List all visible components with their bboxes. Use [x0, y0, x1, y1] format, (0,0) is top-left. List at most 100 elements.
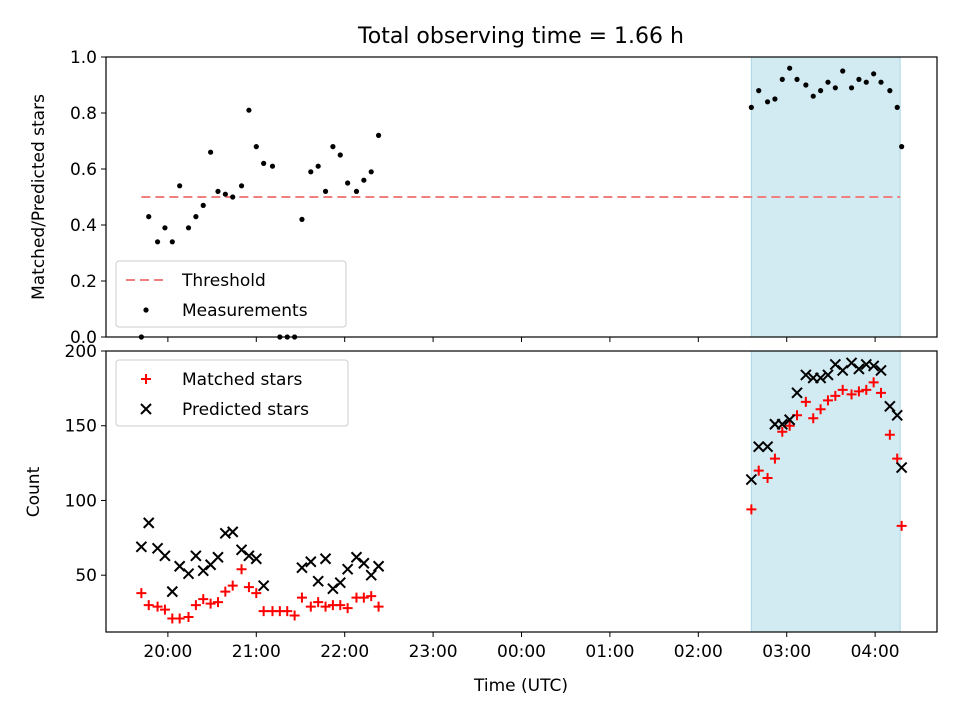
- data-point: [368, 169, 374, 175]
- data-point: [319, 553, 332, 565]
- x-tick-label: 22:00: [320, 642, 369, 662]
- x-tick-label: 03:00: [762, 642, 811, 662]
- data-point: [373, 601, 384, 612]
- data-point: [772, 96, 778, 102]
- data-point: [895, 461, 908, 474]
- data-point: [296, 592, 307, 603]
- data-point: [853, 363, 865, 375]
- data-point: [313, 597, 324, 608]
- series-matched-stars: [136, 377, 907, 624]
- data-point: [794, 76, 800, 82]
- data-point: [296, 562, 308, 574]
- highlight-span: [750, 350, 901, 633]
- data-point: [289, 610, 300, 621]
- data-point: [825, 79, 831, 85]
- data-point: [784, 420, 795, 431]
- data-point: [154, 239, 161, 245]
- data-point: [815, 404, 826, 415]
- data-point: [776, 418, 789, 430]
- data-point: [322, 188, 329, 194]
- data-point: [846, 389, 857, 400]
- data-point: [867, 360, 880, 372]
- data-point: [320, 601, 331, 612]
- data-point: [745, 473, 758, 486]
- data-point: [169, 239, 175, 245]
- data-point: [312, 575, 324, 587]
- y-tick-label: 150: [65, 417, 97, 437]
- data-point: [753, 465, 764, 476]
- data-point: [200, 202, 206, 208]
- x-tick-label: 00:00: [497, 642, 546, 662]
- data-point: [185, 225, 192, 231]
- panel-count: 50 100 150 200 20:00 21:00 22:00 23:00 00:00 01:0…: [65, 342, 938, 662]
- data-point: [358, 557, 370, 569]
- data-point: [832, 85, 838, 91]
- data-point: [361, 177, 367, 183]
- data-point: [330, 144, 336, 150]
- data-point: [243, 550, 255, 562]
- data-point: [808, 413, 819, 424]
- data-point: [762, 473, 773, 484]
- data-point: [899, 144, 905, 150]
- data-point: [198, 594, 209, 605]
- legend: Matched stars Predicted stars: [115, 359, 349, 427]
- data-point: [787, 65, 793, 71]
- legend-label: Predicted stars: [182, 400, 309, 420]
- data-point: [756, 88, 762, 94]
- data-point: [878, 79, 884, 85]
- data-point: [193, 214, 199, 220]
- legend-swatch: [140, 403, 152, 415]
- y-tick-label: 0.8: [70, 104, 97, 124]
- data-point: [261, 160, 267, 166]
- panel-ratio: 0.0 0.2 0.4 0.6 0.8 1.0 Threshold Measurements: [70, 48, 938, 348]
- data-point: [777, 426, 788, 437]
- legend-label: Matched stars: [182, 370, 302, 390]
- data-point: [884, 400, 896, 413]
- data-point: [848, 85, 855, 91]
- data-point: [236, 564, 247, 575]
- data-point: [366, 591, 377, 602]
- data-point: [337, 152, 343, 158]
- data-point: [800, 396, 811, 407]
- data-point: [220, 586, 231, 597]
- data-point: [215, 188, 221, 194]
- data-point: [868, 377, 879, 388]
- data-point: [152, 601, 163, 612]
- y-tick-label: 0.4: [70, 216, 97, 236]
- data-point: [253, 144, 259, 150]
- data-point: [335, 600, 346, 611]
- data-point: [182, 567, 195, 580]
- data-point: [810, 93, 816, 99]
- y-tick-label: 200: [65, 342, 97, 362]
- data-point: [135, 541, 148, 553]
- data-point: [769, 453, 780, 464]
- x-tick-label: 23:00: [409, 642, 458, 662]
- data-point: [143, 600, 154, 611]
- data-point: [894, 104, 900, 110]
- legend-box: [115, 260, 347, 328]
- data-point: [205, 598, 216, 609]
- data-point: [822, 369, 834, 381]
- data-point: [212, 597, 223, 608]
- y-tick-label: 0.2: [70, 272, 97, 292]
- data-point: [814, 372, 827, 384]
- data-point: [136, 588, 147, 599]
- data-point: [258, 606, 269, 617]
- data-point: [250, 553, 262, 565]
- data-point: [896, 520, 907, 531]
- data-point: [299, 216, 305, 222]
- data-point: [748, 104, 754, 110]
- x-tick-label: 02:00: [674, 642, 723, 662]
- y-tick-label: 0.0: [70, 328, 97, 348]
- data-point: [830, 390, 841, 401]
- data-point: [753, 440, 765, 453]
- legend: Threshold Measurements: [115, 260, 347, 328]
- data-point: [243, 582, 254, 593]
- data-point: [166, 585, 179, 598]
- data-point: [269, 163, 276, 169]
- data-point: [345, 180, 351, 186]
- data-point: [871, 71, 877, 77]
- data-point: [305, 601, 316, 612]
- data-point: [853, 386, 864, 397]
